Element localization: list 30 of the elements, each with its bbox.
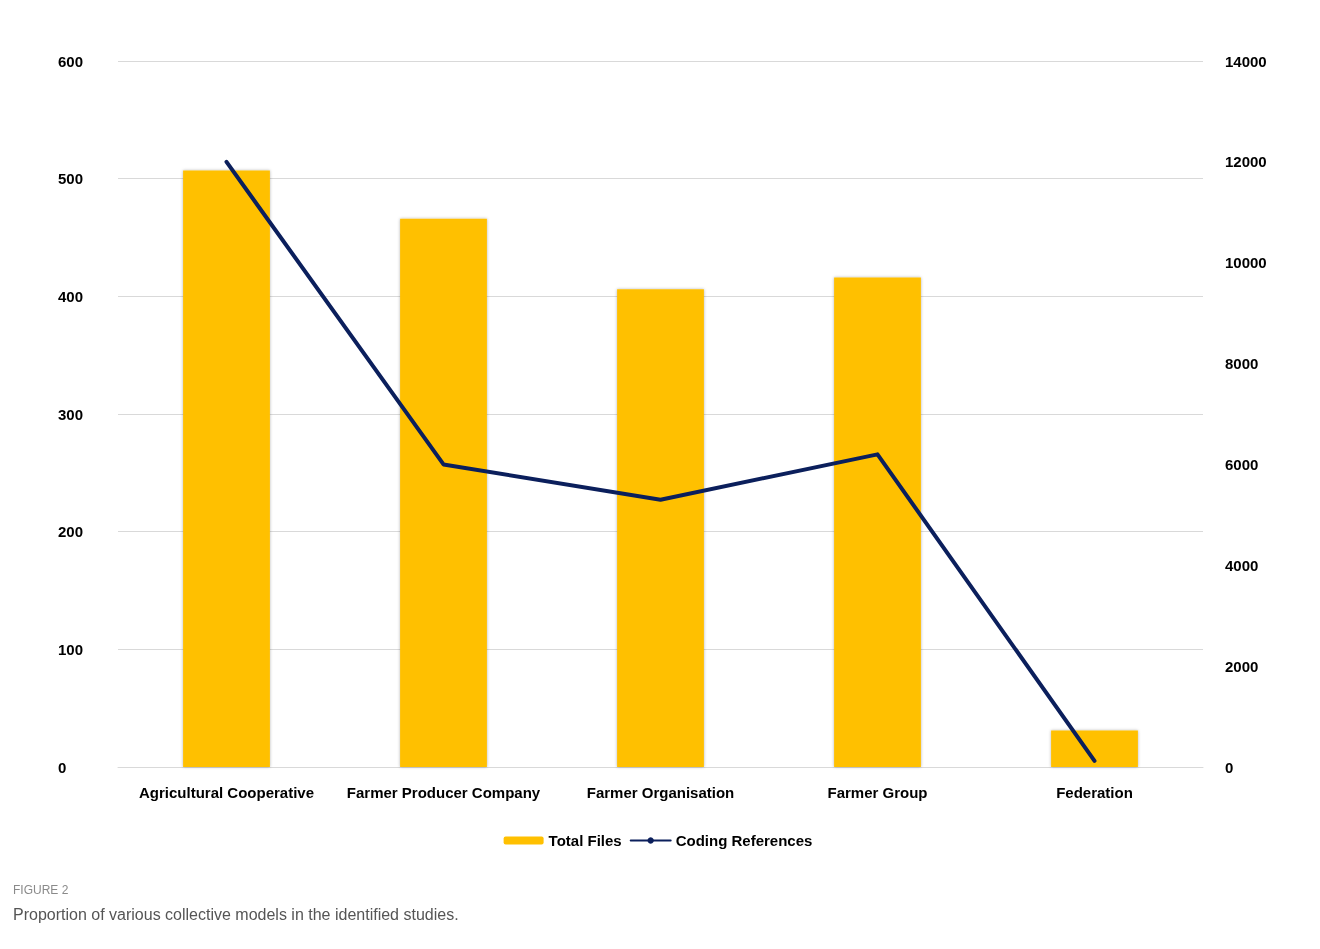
caption: FIGURE 2 xyxy=(13,883,69,897)
bar xyxy=(1051,730,1138,767)
x-tick-label: Agricultural Cooperative xyxy=(138,784,315,801)
y2-tick-label: 14000 xyxy=(1225,52,1267,70)
bar xyxy=(617,289,704,767)
x-tick-label: Federation xyxy=(1056,784,1133,801)
text: Proportion of various collective models in the identified studies. xyxy=(13,905,459,923)
bar xyxy=(834,277,921,767)
line-series xyxy=(224,159,1097,763)
y2-tick-label: 4000 xyxy=(1225,556,1259,574)
y-tick-label: 300 xyxy=(58,405,84,423)
y-tick-label: 100 xyxy=(58,640,84,658)
x-tick-label: Farmer Group xyxy=(827,784,928,801)
legend-label: Coding References xyxy=(675,832,813,849)
y2-tick-label: 10000 xyxy=(1225,254,1267,272)
bar xyxy=(400,218,487,767)
y2-tick-label: 12000 xyxy=(1225,153,1267,171)
y-tick-label: 500 xyxy=(58,170,84,188)
x-tick-label: Farmer Organisation xyxy=(586,784,735,801)
y-tick-label: 400 xyxy=(58,287,84,305)
y2-tick-label: 6000 xyxy=(1225,455,1259,473)
legend-label: Total Files xyxy=(548,832,622,849)
y-tick-label: 0 xyxy=(58,758,67,776)
y2-tick-label: 0 xyxy=(1225,758,1234,776)
y2-tick-label: 2000 xyxy=(1225,657,1259,675)
bar xyxy=(183,170,270,767)
y2-tick-label: 8000 xyxy=(1225,355,1259,373)
y-tick-label: 200 xyxy=(58,523,84,541)
y-tick-label: 600 xyxy=(58,52,84,70)
x-tick-label: Farmer Producer Company xyxy=(346,784,541,801)
